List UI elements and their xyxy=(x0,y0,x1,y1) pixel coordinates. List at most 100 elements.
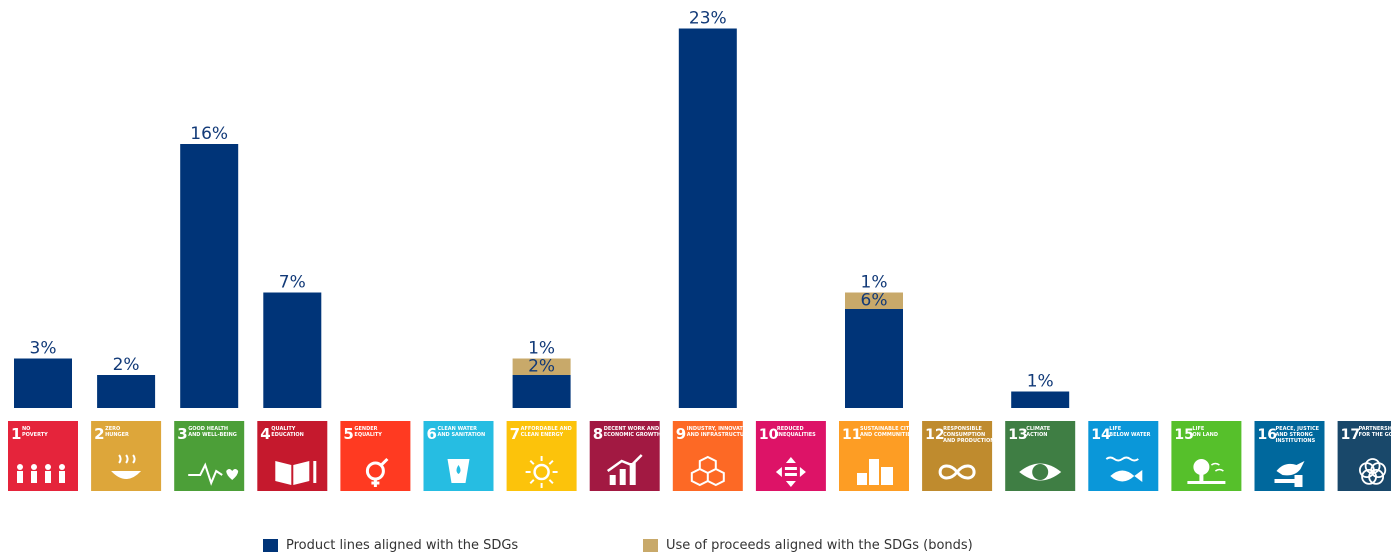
sdg-tile-label-1: NO xyxy=(22,426,30,432)
data-label-product-lines-sdg-9: 23% xyxy=(689,9,727,29)
sdg-tile-label-16: PEACE, JUSTICE xyxy=(1276,426,1320,432)
sdg-tile-label-16: INSTITUTIONS xyxy=(1276,438,1316,444)
sdg-tile-label-10: REDUCED xyxy=(777,426,804,432)
bar-product-lines-sdg-11 xyxy=(845,309,903,408)
eye-globe-icon xyxy=(1019,463,1062,481)
bar-product-lines-sdg-7 xyxy=(512,375,571,408)
sdg-tile-number-4: 4 xyxy=(260,425,270,443)
data-label-use-of-proceeds-sdg-11: 1% xyxy=(861,273,888,293)
bar-product-lines-sdg-1 xyxy=(14,358,72,408)
bar-use-of-proceeds-sdg-11 xyxy=(845,292,903,309)
sdg-tile-label-15: ON LAND xyxy=(1192,432,1218,438)
sdg-tile-label-16: AND STRONG xyxy=(1276,432,1313,438)
sun-icon xyxy=(525,456,558,488)
sdg-tile-label-15: LIFE xyxy=(1192,426,1204,432)
sdg-tile-number-16: 16 xyxy=(1258,427,1277,443)
tree-icon xyxy=(1187,459,1226,484)
sdg-tile-label-5: EQUALITY xyxy=(354,432,382,438)
sdg-tile-number-7: 7 xyxy=(510,425,520,443)
legend-item-use-of-proceeds: Use of proceeds aligned with the SDGs (b… xyxy=(643,538,973,553)
sdg-tile-label-14: BELOW WATER xyxy=(1109,432,1150,438)
sdg-tile-label-2: ZERO xyxy=(105,426,120,432)
sdg-tile-number-2: 2 xyxy=(94,425,104,443)
book-icon xyxy=(275,461,317,485)
sdg-tile-label-1: POVERTY xyxy=(22,432,48,438)
sdg-tile-label-4: QUALITY xyxy=(271,426,295,432)
data-label-product-lines-sdg-1: 3% xyxy=(30,339,57,359)
sdg-tile-number-11: 11 xyxy=(842,427,861,443)
data-label-use-of-proceeds-sdg-7: 1% xyxy=(528,339,555,359)
legend: Product lines aligned with the SDGs Use … xyxy=(0,538,1391,558)
sdg-tile-label-17: PARTNERSHIPS xyxy=(1359,426,1391,432)
equals-arrows-icon xyxy=(775,457,806,487)
sdg-tile-number-9: 9 xyxy=(676,425,686,443)
sdg-tile-label-9: AND INFRASTRUCTURE xyxy=(687,432,752,438)
cubes-icon xyxy=(690,455,725,487)
sdg-tile-label-3: AND WELL-BEING xyxy=(188,432,237,438)
water-icon xyxy=(447,459,470,483)
sdg-tile-label-6: AND SANITATION xyxy=(438,432,486,438)
bar-product-lines-sdg-4 xyxy=(263,292,322,408)
data-label-product-lines-sdg-13: 1% xyxy=(1027,372,1054,392)
bar-product-lines-sdg-13 xyxy=(1011,391,1070,408)
flower-rings-icon xyxy=(1358,458,1387,485)
sdg-tile-number-14: 14 xyxy=(1091,427,1111,443)
sdg-tile-label-13: CLIMATE xyxy=(1026,426,1051,432)
data-label-product-lines-sdg-3: 16% xyxy=(190,124,228,144)
sdg-tile-number-5: 5 xyxy=(343,425,353,443)
sdg-tile-label-11: SUSTAINABLE CITIES xyxy=(860,426,918,432)
sdg-tile-label-12: CONSUMPTION xyxy=(943,432,985,438)
heartbeat-icon xyxy=(188,462,239,486)
bar-use-of-proceeds-sdg-7 xyxy=(512,358,571,375)
sdg-tile-label-10: INEQUALITIES xyxy=(777,432,816,438)
data-label-product-lines-sdg-4: 7% xyxy=(279,273,306,293)
bar-product-lines-sdg-9 xyxy=(678,28,737,408)
sdg-tile-label-2: HUNGER xyxy=(105,432,129,438)
sdg-tile-number-6: 6 xyxy=(427,425,437,443)
people-icon xyxy=(17,464,65,483)
sdg-tile-label-12: RESPONSIBLE xyxy=(943,426,982,432)
gender-icon xyxy=(365,457,389,487)
sdg-tile-label-4: EDUCATION xyxy=(271,432,303,438)
sdg-tile-number-1: 1 xyxy=(11,425,21,443)
sdg-tile-number-17: 17 xyxy=(1341,427,1360,443)
sdg-tile-label-13: ACTION xyxy=(1026,432,1047,438)
sdg-tile-label-7: CLEAN ENERGY xyxy=(521,432,564,438)
sdg-tile-label-7: AFFORDABLE AND xyxy=(521,426,572,432)
data-label-product-lines-sdg-11: 6% xyxy=(861,291,888,311)
sdg-tile-17: 17PARTNERSHIPSFOR THE GOALS xyxy=(1337,421,1391,491)
sdg-tile-label-5: GENDER xyxy=(354,426,377,432)
sdg-tile-label-3: GOOD HEALTH xyxy=(188,426,228,432)
buildings-icon xyxy=(857,459,893,485)
sdg-tile-label-6: CLEAN WATER xyxy=(438,426,478,432)
bar-product-lines-sdg-3 xyxy=(180,144,239,408)
infinity-icon xyxy=(938,464,976,480)
sdg-tile-number-12: 12 xyxy=(925,427,944,443)
bar-product-lines-sdg-2 xyxy=(97,375,156,408)
sdg-tile-label-8: ECONOMIC GROWTH xyxy=(604,432,661,438)
sdg-tile-label-12: AND PRODUCTION xyxy=(943,438,994,444)
sdg-tile-label-8: DECENT WORK AND xyxy=(604,426,659,432)
data-label-product-lines-sdg-2: 2% xyxy=(113,355,140,375)
bowl-icon xyxy=(111,454,142,479)
sdg-tile-label-17: FOR THE GOALS xyxy=(1359,432,1391,438)
sdg-tile-number-15: 15 xyxy=(1174,427,1193,443)
sdg-tile-number-8: 8 xyxy=(593,425,603,443)
legend-item-product-lines: Product lines aligned with the SDGs xyxy=(263,538,518,553)
dove-icon xyxy=(1274,461,1305,487)
